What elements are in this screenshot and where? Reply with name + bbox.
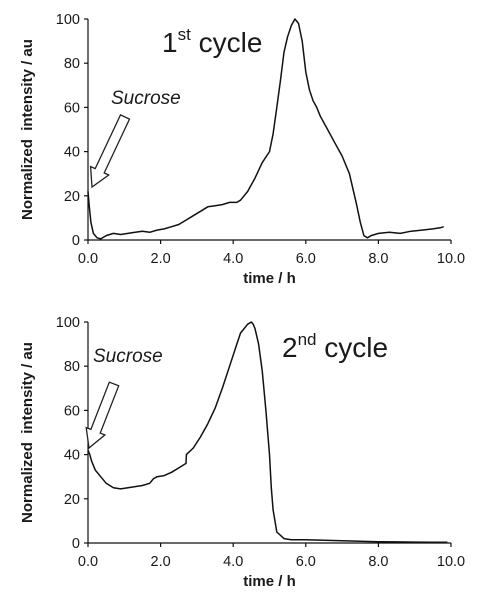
y-tick-label: 40 [64, 145, 80, 161]
series-line-1 [87, 18, 444, 240]
x-tick-label: 8.0 [368, 554, 388, 570]
cycle-label: 2nd cycle [282, 330, 388, 363]
y-tick-label: 80 [64, 359, 80, 375]
chart-panel-1: 0 20 40 60 80 100 0.0 2.0 4.0 6.0 8.0 10.0 time / h N… [19, 12, 465, 287]
x-tick-label: 2.0 [151, 251, 171, 267]
x-tick-label: 2.0 [151, 554, 171, 570]
sucrose-annotation: Sucrose [93, 346, 163, 367]
chart-panel-2: 0 20 40 60 80 100 0.0 2.0 4.0 6.0 8.0 10.0 time / h N… [19, 315, 465, 590]
x-tick-label: 0.0 [78, 251, 98, 267]
y-tick-label: 60 [64, 403, 80, 419]
y-tick-label: 60 [64, 100, 80, 116]
x-tick-label: 8.0 [368, 251, 388, 267]
y-tick-label: 20 [64, 492, 80, 508]
y-tick-label: 0 [72, 536, 80, 552]
y-axis-label: Normalized intensity / au [19, 342, 36, 523]
y-tick-label: 0 [72, 233, 80, 249]
x-tick-label: 10.0 [437, 554, 465, 570]
cycle-label: 1st cycle [162, 25, 262, 58]
x-tick-label: 6.0 [296, 554, 316, 570]
y-tick-label: 100 [56, 315, 80, 331]
x-tick-label: 0.0 [78, 554, 98, 570]
y-axis-label: Normalized intensity / au [19, 39, 36, 220]
sucrose-arrow-icon [89, 114, 131, 189]
x-axis-label: time / h [243, 270, 296, 287]
sucrose-annotation: Sucrose [111, 88, 181, 109]
y-tick-label: 20 [64, 189, 80, 205]
y-tick-label: 80 [64, 56, 80, 72]
series-line-1 [87, 321, 448, 544]
y-tick-label: 100 [56, 12, 80, 28]
x-tick-label: 4.0 [223, 251, 243, 267]
x-tick-label: 6.0 [296, 251, 316, 267]
y-tick-label: 40 [64, 448, 80, 464]
x-axis-label: time / h [243, 573, 296, 590]
x-tick-label: 4.0 [223, 554, 243, 570]
sucrose-arrow-icon [85, 381, 120, 450]
x-tick-label: 10.0 [437, 251, 465, 267]
